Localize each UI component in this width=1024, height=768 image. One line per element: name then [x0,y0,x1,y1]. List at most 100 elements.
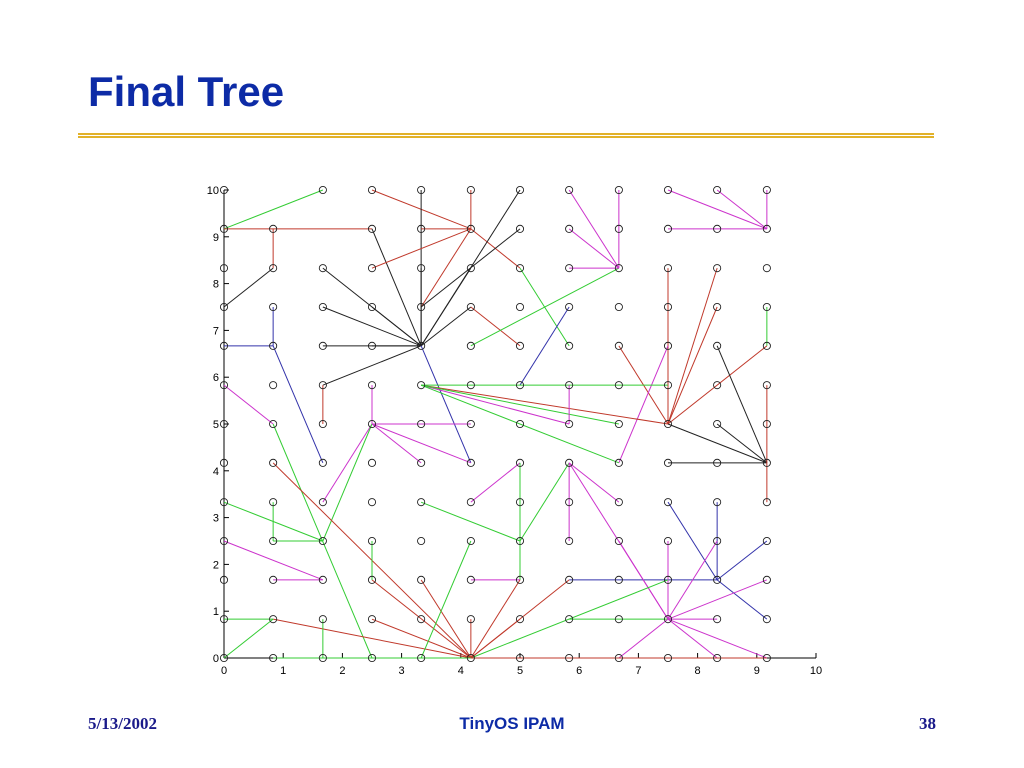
sensor-node [417,653,426,663]
x-tick-label: 6 [576,665,582,677]
sensor-node [515,341,525,350]
tree-edge [716,579,768,620]
sensor-node [713,185,722,195]
tree-edge [322,423,373,503]
tree-edge [618,540,669,620]
tree-edge [421,384,570,425]
sensor-node [269,264,278,273]
tree-edge [716,189,768,230]
sensor-node [663,653,673,663]
sensor-node [417,185,426,195]
sensor-node [219,615,229,624]
x-tick-label: 5 [517,665,523,677]
sensor-node [219,381,229,390]
sensor-node [417,419,426,429]
sensor-node [466,615,475,624]
tree-plot: 0 1 2 3 4 5 6 7 8 9 10 0 1 2 3 4 5 6 7 8 9 10 [207,185,822,677]
sensor-node [367,458,377,467]
sensor-node [466,653,475,663]
x-tick-label: 1 [280,665,286,677]
y-tick-label: 4 [213,466,219,478]
sensor-node [565,498,574,507]
sensor-node [318,536,327,546]
tree-edge [568,462,620,503]
sensor-node [219,185,229,195]
sensor-node [515,575,525,584]
x-tick-label: 4 [458,665,464,677]
sensor-node [466,341,475,350]
sensor-node [269,302,278,312]
y-tick-label: 0 [213,653,219,665]
tree-edge [716,423,768,464]
sensor-node [762,419,771,429]
tree-edge [223,267,274,308]
sensor-node [466,458,475,467]
sensor-node [466,419,475,429]
tree-edge [667,268,718,425]
y-tick-label: 7 [213,325,219,337]
sensor-node [318,381,327,390]
sensor-node [515,458,525,467]
sensor-node [318,498,327,507]
tree-edge [371,306,422,347]
tree-edge [667,618,768,659]
sensor-node [663,419,673,429]
y-tick-label: 1 [213,606,219,618]
sensor-node [269,653,278,663]
sensor-node [466,498,475,507]
sensor-node [663,458,673,467]
x-tick-label: 9 [754,665,760,677]
sensor-node [367,575,377,584]
sensor-node [713,458,722,467]
sensor-node [219,224,229,233]
tree-edge [667,618,718,659]
tree-edge [322,306,422,347]
tree-edge [322,423,373,542]
tree-edge [371,423,422,464]
sensor-nodes [219,185,771,663]
tree-edge [420,228,521,308]
sensor-node [466,381,475,390]
tree-edge [421,384,669,425]
title-divider [78,133,934,138]
y-tick-label: 6 [213,372,219,384]
sensor-node [417,615,426,624]
sensor-node [565,185,574,195]
sensor-node [318,264,327,273]
sensor-node [614,575,623,584]
sensor-node [663,498,673,507]
x-tick-label: 3 [399,665,405,677]
x-tick-label: 8 [695,665,701,677]
sensor-node [515,419,525,429]
sensor-node [515,224,525,233]
tree-edge [371,228,472,269]
tree-edge [470,579,669,659]
tree-edge [371,423,472,464]
sensor-node [565,264,574,273]
sensor-node [367,341,377,350]
sensor-node [318,653,327,663]
sensor-node [219,264,229,273]
tree-edge [421,384,619,425]
sensor-node [515,185,525,195]
axis-tick-labels: 0 1 2 3 4 5 6 7 8 9 10 0 1 2 3 4 5 6 7 8 9 10 [207,185,822,677]
sensor-node [417,536,426,546]
sensor-node [466,575,475,584]
sensor-node [565,653,574,663]
sensor-node [269,498,278,507]
y-tick-label: 10 [207,185,219,197]
sensor-node [318,302,327,312]
tree-edge [273,618,471,659]
sensor-node [663,536,673,546]
sensor-node [269,419,278,429]
sensor-node [466,224,475,233]
sensor-node [318,458,327,467]
sensor-node [663,302,673,312]
sensor-node [466,536,475,546]
sensor-node [367,381,377,390]
sensor-node [417,264,426,273]
sensor-node [614,615,623,624]
sensor-node [269,575,278,584]
sensor-node [614,264,623,273]
sensor-node [614,653,623,663]
